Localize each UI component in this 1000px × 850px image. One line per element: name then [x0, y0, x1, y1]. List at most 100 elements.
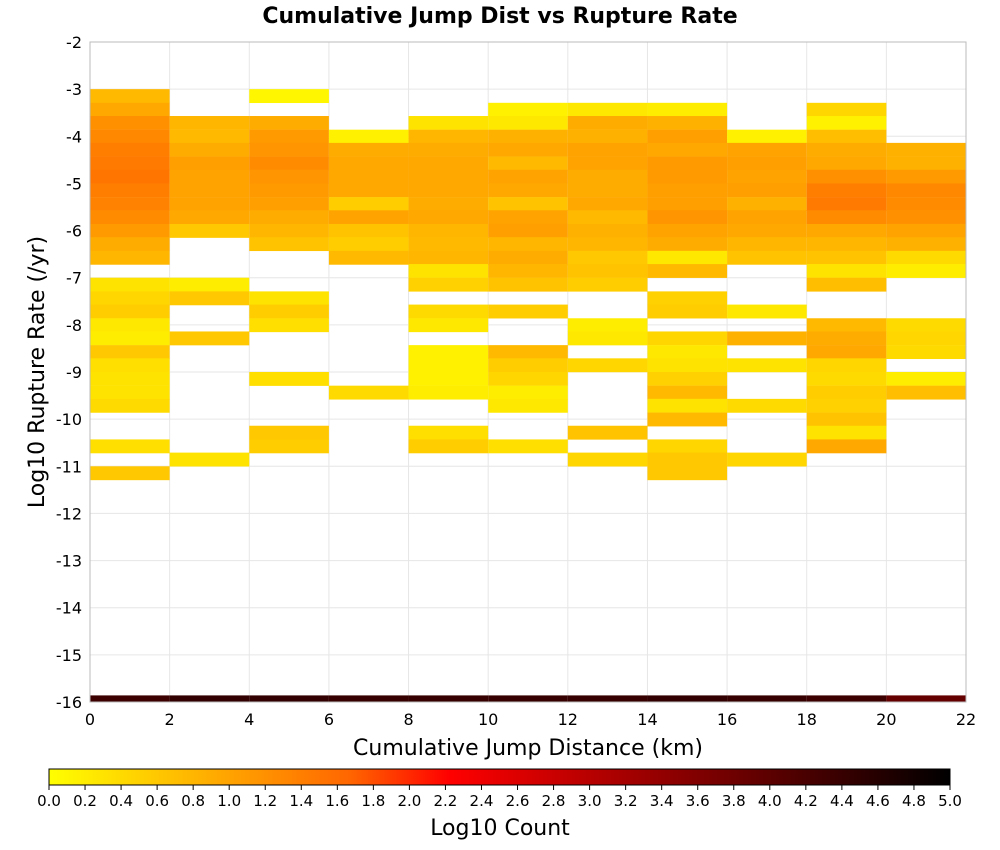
heatmap-cell [806, 129, 887, 144]
colorbar-tick-label: 1.2 [253, 792, 277, 810]
heatmap-cell [249, 169, 329, 184]
colorbar-tick-label: 3.2 [614, 792, 638, 810]
y-tick-label: -2 [66, 33, 82, 52]
heatmap-cell [408, 197, 489, 211]
colorbar-tick-label: 4.2 [794, 792, 818, 810]
heatmap-cell [90, 237, 170, 252]
colorbar-tick-label: 0.2 [73, 792, 97, 810]
heatmap-cell [90, 102, 170, 117]
colorbar-tick-label: 0.6 [145, 792, 169, 810]
heatmap-cell [727, 398, 807, 413]
heatmap-cell [249, 156, 329, 171]
colorbar-tick-label: 3.0 [578, 792, 602, 810]
colorbar-tick-label: 4.6 [866, 792, 890, 810]
heatmap-cell [886, 695, 966, 702]
heatmap-cell [727, 358, 807, 373]
heatmap-cell [488, 250, 568, 265]
heatmap-cell [567, 331, 648, 346]
heatmap-cell [90, 318, 170, 333]
heatmap-cell [567, 116, 648, 130]
colorbar-tick-label: 4.0 [758, 792, 782, 810]
heatmap-cell [90, 331, 170, 346]
heatmap-cell [408, 116, 489, 130]
heatmap-cell [90, 197, 170, 211]
x-tick-label: 8 [403, 710, 413, 729]
heatmap-cell [806, 412, 887, 427]
heatmap-cell [647, 116, 728, 130]
colorbar-tick-label: 1.4 [289, 792, 313, 810]
heatmap-cell [886, 210, 966, 225]
heatmap-cell [90, 304, 170, 319]
heatmap-cell [249, 89, 329, 104]
heatmap-cell [647, 264, 728, 278]
heatmap-cell [647, 358, 728, 373]
heatmap-cell [727, 304, 807, 319]
heatmap-cell [806, 223, 887, 238]
heatmap-cell [567, 142, 648, 157]
heatmap-cell [90, 372, 170, 386]
y-tick-label: -11 [56, 457, 82, 476]
heatmap-cell [727, 156, 807, 171]
heatmap-cell [408, 264, 489, 278]
heatmap-cell [806, 331, 887, 346]
heatmap-cell [886, 331, 966, 346]
y-tick-label: -12 [56, 504, 82, 523]
heatmap-cell [169, 183, 250, 198]
heatmap-cell [488, 264, 568, 278]
heatmap-cell [169, 142, 250, 157]
heatmap-cell [169, 169, 250, 184]
heatmap-cell [249, 372, 329, 386]
heatmap-cell [806, 385, 887, 400]
heatmap-cell [886, 142, 966, 157]
heatmap-cell [886, 318, 966, 333]
colorbar-tick-label: 2.8 [542, 792, 566, 810]
heatmap-cell [328, 183, 409, 198]
heatmap-cell [249, 210, 329, 225]
heatmap-cell [806, 250, 887, 265]
heatmap-cell [647, 372, 728, 386]
heatmap-cell [328, 695, 409, 702]
heatmap-cell [328, 223, 409, 238]
heatmap-cell [488, 197, 568, 211]
heatmap-cell [90, 210, 170, 225]
heatmap-cell [806, 264, 887, 278]
heatmap-cell [567, 318, 648, 333]
y-tick-label: -8 [66, 316, 82, 335]
colorbar-tick-label: 3.4 [650, 792, 674, 810]
heatmap-cell [169, 129, 250, 144]
colorbar-tick-label: 1.0 [217, 792, 241, 810]
heatmap-cell [647, 142, 728, 157]
heatmap-cell [488, 385, 568, 400]
heatmap-cell [249, 439, 329, 454]
x-axis-label: Cumulative Jump Distance (km) [353, 736, 703, 761]
heatmap-cell [647, 452, 728, 467]
heatmap-cell [90, 156, 170, 171]
heatmap-cell [90, 358, 170, 373]
heatmap-cell [727, 129, 807, 144]
y-tick-label: -14 [56, 599, 82, 618]
heatmap-cell [90, 223, 170, 238]
heatmap-cell [90, 169, 170, 184]
heatmap-cell [886, 223, 966, 238]
heatmap-cell [408, 358, 489, 373]
heatmap-cell [567, 156, 648, 171]
heatmap-cell [169, 695, 250, 702]
heatmap-cell [328, 156, 409, 171]
heatmap-cell [488, 223, 568, 238]
colorbar-tick-label: 2.2 [434, 792, 458, 810]
heatmap-cell [727, 237, 807, 252]
heatmap-cell [567, 169, 648, 184]
heatmap-cell [647, 237, 728, 252]
heatmap-cell [90, 183, 170, 198]
heatmap-cell [727, 331, 807, 346]
heatmap-cell [90, 142, 170, 157]
heatmap-cell [567, 277, 648, 292]
heatmap-cell [488, 345, 568, 360]
heatmap-cell [328, 210, 409, 225]
heatmap-cell [169, 291, 250, 306]
heatmap-cell [249, 183, 329, 198]
heatmap-cell [169, 156, 250, 171]
heatmap-cell [806, 345, 887, 360]
heatmap-cell [90, 116, 170, 130]
